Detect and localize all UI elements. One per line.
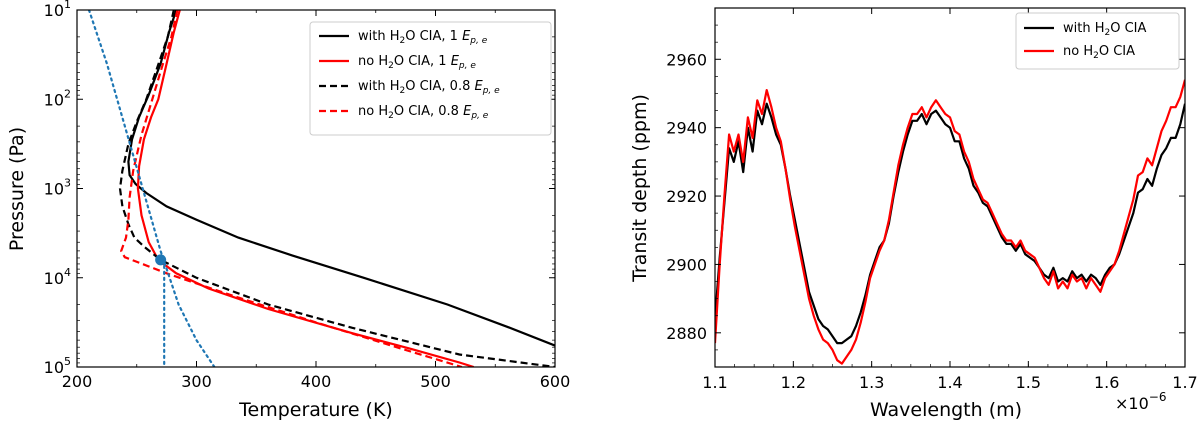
right-x-tick-label: 1.5 — [1016, 373, 1041, 392]
right-x-tick-label: 1.2 — [781, 373, 806, 392]
right-offset-text: ×10−6 — [1115, 390, 1166, 413]
right-series-line-1 — [715, 79, 1185, 365]
left-legend: with H2O CIA, 1 Ep, e no H2O CIA, 1 Ep, e… — [309, 21, 552, 136]
right-y-axis-label: Transit depth (ppm) — [629, 94, 651, 283]
left-y-tick-label: 105 — [44, 355, 71, 377]
right-x-tick-label: 1.4 — [937, 373, 962, 392]
left-legend-label: no H2O CIA, 1 Ep, e — [358, 54, 476, 71]
right-x-tick-label: 1.1 — [702, 373, 727, 392]
left-legend-label: with H2O CIA, 0.8 Ep, e — [358, 79, 500, 96]
left-y-tick-label: 103 — [44, 177, 71, 199]
left-x-axis-label: Temperature (K) — [238, 399, 393, 421]
left-legend-label: with H2O CIA, 1 Ep, e — [358, 29, 488, 46]
left-x-tick-label: 500 — [420, 372, 451, 391]
left-marker-point — [155, 254, 167, 266]
right-x-tick-label: 1.6 — [1094, 373, 1119, 392]
right-x-tick-label: 1.7 — [1172, 373, 1197, 392]
left-series-line-4 — [87, 10, 216, 367]
right-y-tick-label: 2940 — [666, 119, 707, 138]
right-legend-label: with H2O CIA — [1063, 21, 1147, 38]
right-y-tick-label: 2920 — [666, 187, 707, 206]
right-legend: with H2O CIA no H2O CIA — [1015, 12, 1180, 70]
right-x-tick-label: 1.3 — [859, 373, 884, 392]
left-series-line-1 — [136, 10, 475, 367]
left-x-tick-label: 200 — [62, 372, 93, 391]
left-y-tick-label: 102 — [44, 87, 71, 109]
left-x-tick-label: 600 — [540, 372, 571, 391]
left-chart: 200 300 400 500 600 101 102 103 104 105 Temperat… — [6, 0, 570, 421]
right-legend-label: no H2O CIA — [1063, 44, 1135, 61]
left-series-line-2 — [118, 10, 555, 367]
left-y-tick-label: 104 — [44, 266, 71, 288]
right-chart: 1.1 1.2 1.3 1.4 1.5 1.6 1.7 2880 2900 2920 2940 29… — [629, 7, 1198, 421]
left-legend-label: no H2O CIA, 0.8 Ep, e — [358, 104, 489, 121]
right-series-line-0 — [715, 102, 1185, 345]
left-y-axis-label: Pressure (Pa) — [6, 127, 28, 251]
right-y-tick-label: 2960 — [666, 50, 707, 69]
left-x-tick-label: 400 — [301, 372, 332, 391]
right-x-axis-label: Wavelength (m) — [870, 399, 1022, 421]
left-x-tick-label: 300 — [181, 372, 212, 391]
right-y-tick-label: 2880 — [666, 324, 707, 343]
left-y-tick-label: 101 — [44, 0, 71, 20]
left-series-line-3 — [119, 10, 463, 367]
right-y-tick-label: 2900 — [666, 255, 707, 274]
